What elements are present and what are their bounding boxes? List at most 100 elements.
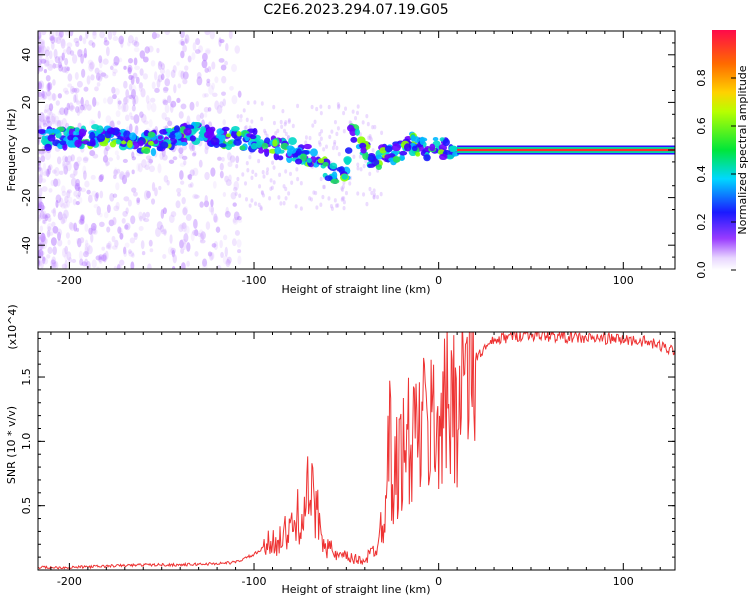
- spectrogram-noise-cell: [202, 261, 208, 269]
- spectrogram-noise-cell: [331, 145, 335, 151]
- spectrogram-noise-cell: [83, 47, 87, 58]
- spectrogram-noise-cell: [134, 125, 139, 131]
- spectrogram-noise-cell: [136, 197, 141, 203]
- spectrogram-noise-cell: [54, 166, 60, 177]
- spectrogram-noise-cell: [259, 206, 263, 211]
- spectrogram-noise-cell: [203, 106, 210, 113]
- spectrogram-noise-cell: [225, 43, 229, 52]
- spectrogram-noise-cell: [162, 98, 167, 104]
- spectrogram-noise-cell: [105, 161, 110, 166]
- spectrogram-noise-cell: [352, 154, 356, 159]
- spectrogram-ridge-cell: [330, 178, 340, 184]
- spectrogram-noise-cell: [59, 107, 66, 116]
- spectrogram-noise-cell: [111, 245, 118, 250]
- spectrogram-ridge-cell: [106, 127, 116, 135]
- spectrogram-noise-cell: [163, 87, 169, 92]
- spectrogram-noise-cell: [204, 93, 209, 98]
- spectrogram-noise-cell: [330, 206, 334, 211]
- spectrogram-noise-cell: [119, 171, 125, 180]
- spectrogram-noise-cell: [38, 163, 41, 170]
- spectrogram-noise-cell: [48, 59, 55, 69]
- spectrogram-noise-cell: [180, 70, 185, 80]
- spectrogram-ridge-cell: [322, 161, 329, 167]
- spectrogram-noise-cell: [134, 95, 139, 105]
- spectrogram-noise-cell: [105, 244, 111, 250]
- spectrogram-noise-cell: [115, 182, 120, 191]
- spectrogram-ridge-cell: [210, 137, 220, 146]
- spectrogram-noise-cell: [114, 167, 118, 175]
- spectrogram-noise-cell: [78, 49, 84, 56]
- spectrogram-noise-cell: [248, 203, 252, 208]
- spectrogram-noise-cell: [66, 160, 70, 165]
- spectrogram-noise-cell: [45, 83, 52, 92]
- spectrogram-ridge-cell: [180, 141, 188, 146]
- spectrogram-noise-cell: [57, 110, 62, 116]
- spectrogram-noise-cell: [82, 165, 87, 175]
- snr-panel: -200 -100 0 100 0.5 1.0 1.5 Height of straigh…: [5, 304, 676, 596]
- spectrogram-noise-cell: [178, 40, 183, 45]
- spectrogram-ridge-cell: [74, 139, 82, 148]
- spectrogram-noise-cell: [47, 63, 54, 71]
- spectrogram-noise-cell: [136, 199, 140, 205]
- spectrogram-noise-cell: [380, 130, 384, 136]
- spectrogram-noise-cell: [154, 71, 158, 81]
- spectrogram-noise-cell: [123, 80, 128, 89]
- spectrogram-noise-cell: [77, 49, 83, 58]
- spectrogram-noise-cell: [235, 155, 240, 164]
- spectrogram-noise-cell: [189, 141, 195, 152]
- spectrogram-noise-cell: [340, 186, 344, 191]
- spectrogram-ridge-cell: [250, 142, 258, 150]
- spectrogram-noise-cell: [372, 195, 376, 200]
- spectrogram-noise-cell: [294, 204, 298, 209]
- spectrogram-noise-cell: [122, 103, 129, 113]
- spectrogram-noise-cell: [151, 181, 156, 192]
- spectrogram-ridge-cell: [410, 134, 416, 142]
- spectrogram-noise-cell: [308, 196, 312, 201]
- spectrogram-noise-cell: [73, 161, 79, 171]
- spectrogram-noise-cell: [159, 224, 165, 233]
- spectrogram-noise-cell: [71, 87, 78, 93]
- spectrogram-noise-cell: [156, 78, 161, 89]
- spectrogram-noise-cell: [175, 200, 181, 209]
- spectrogram-noise-cell: [262, 193, 266, 198]
- spectrogram-noise-cell: [170, 69, 176, 79]
- spectrogram-noise-cell: [317, 140, 321, 145]
- spectrogram-noise-cell: [48, 164, 53, 171]
- spectrogram-noise-cell: [77, 122, 82, 130]
- spectrogram-noise-cell: [39, 43, 44, 53]
- spectrogram-noise-cell: [203, 200, 210, 208]
- spectrogram-noise-cell: [375, 194, 379, 200]
- spectrogram-noise-cell: [73, 168, 78, 176]
- spectrogram-noise-cell: [40, 46, 45, 55]
- spectrogram-noise-cell: [97, 75, 103, 82]
- spectrogram-noise-cell: [96, 205, 101, 216]
- spectrogram-noise-cell: [50, 113, 56, 123]
- spectrogram-noise-cell: [79, 237, 85, 244]
- colorbar-title: Normalized spectral amplitude: [736, 65, 749, 234]
- spectrogram-noise-cell: [186, 260, 190, 267]
- spectrogram-noise-cell: [327, 104, 331, 110]
- spectrogram-noise-cell: [344, 106, 348, 111]
- spectrogram-ridge-cell: [360, 147, 367, 154]
- spectrogram-noise-cell: [245, 117, 249, 123]
- spectrogram-noise-cell: [284, 120, 288, 125]
- spectrogram-noise-cell: [38, 211, 42, 220]
- spectrogram-ridge-cell: [46, 128, 54, 134]
- spectrogram-noise-cell: [178, 147, 184, 154]
- spectrogram-noise-cell: [291, 123, 295, 129]
- spectrogram-noise-cell: [218, 37, 222, 47]
- spectrogram-noise-cell: [232, 186, 238, 192]
- spectrogram-noise-cell: [193, 218, 198, 229]
- spectrogram-noise-cell: [124, 171, 130, 177]
- spectrogram-noise-cell: [356, 104, 360, 109]
- spectrogram-noise-cell: [130, 84, 137, 94]
- spectrogram-noise-cell: [171, 266, 176, 269]
- spectrogram-noise-cell: [107, 241, 112, 251]
- spectrogram-noise-cell: [66, 200, 70, 208]
- spectrogram-noise-cell: [38, 80, 45, 90]
- spectrogram-noise-cell: [193, 229, 198, 236]
- spectrogram-noise-cell: [168, 214, 175, 224]
- spectrogram-noise-cell: [114, 88, 120, 96]
- spectrogram-noise-cell: [75, 160, 81, 167]
